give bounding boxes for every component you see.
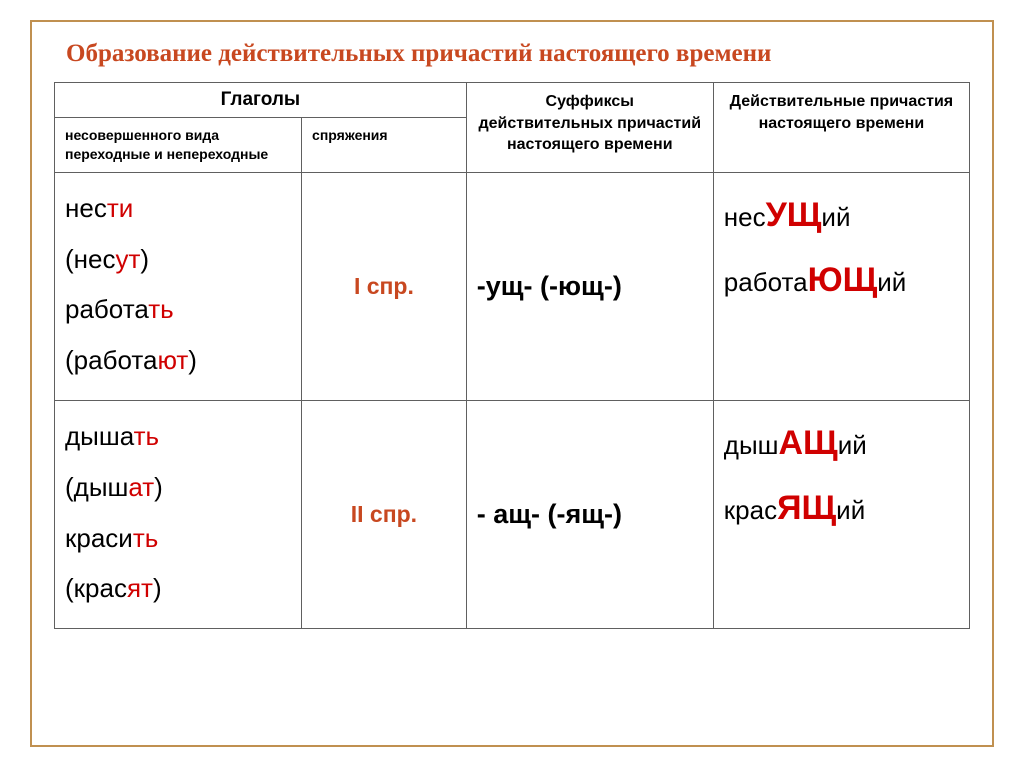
participles-cell: несУЩий работаЮЩий (713, 172, 969, 400)
verb-paren: (работа (65, 345, 157, 375)
verb-word: нести (65, 185, 291, 232)
participle-ending: ий (838, 430, 867, 460)
verbs-cell: нести (несут) работать (работают) (55, 172, 302, 400)
verb-ending: ат (128, 472, 154, 502)
participle-word: дышАЩий (724, 413, 959, 474)
verb-word: (работают) (65, 337, 291, 384)
table-header-row: Глаголы Суффиксы действительных причасти… (55, 83, 970, 118)
document-frame: Образование действительных причастий нас… (30, 20, 994, 747)
verb-stem: краси (65, 523, 133, 553)
participle-word: работаЮЩий (724, 250, 959, 311)
verb-word: (красят) (65, 565, 291, 612)
subheader-verb-aspect: несовершенного вида переходные и неперех… (55, 118, 302, 173)
verbs-cell: дышать (дышат) красить (красят) (55, 400, 302, 628)
header-participles: Действительные причастия настоящего врем… (713, 83, 969, 173)
verb-ending: ть (134, 421, 159, 451)
header-suffixes: Суффиксы действительных причастий настоя… (466, 83, 713, 173)
verb-stem: дыша (65, 421, 134, 451)
grammar-table: Глаголы Суффиксы действительных причасти… (54, 82, 970, 629)
verb-paren: ) (153, 573, 162, 603)
verb-ending: ти (107, 193, 133, 223)
verb-paren: ) (188, 345, 197, 375)
participle-suffix: ЮЩ (808, 261, 878, 299)
verb-stem: нес (65, 193, 107, 223)
verb-ending: ть (148, 294, 173, 324)
participle-stem: нес (724, 202, 766, 232)
subheader-conjugation: спряжения (302, 118, 467, 173)
verb-paren: (крас (65, 573, 127, 603)
verb-stem: работа (65, 294, 148, 324)
verb-paren: ) (154, 472, 163, 502)
participle-ending: ий (836, 495, 865, 525)
verb-word: (несут) (65, 236, 291, 283)
verb-word: красить (65, 515, 291, 562)
verb-paren: (дыш (65, 472, 128, 502)
participle-suffix: ЯЩ (777, 489, 836, 527)
table-row: дышать (дышат) красить (красят) II спр. … (55, 400, 970, 628)
conjugation-cell: II спр. (302, 400, 467, 628)
participle-suffix: АЩ (779, 424, 838, 462)
participle-ending: ий (821, 202, 850, 232)
participle-ending: ий (877, 267, 906, 297)
verb-paren: ) (140, 244, 149, 274)
suffix-cell: -ущ- (-ющ-) (466, 172, 713, 400)
verb-ending: ть (133, 523, 158, 553)
header-verbs: Глаголы (55, 83, 467, 118)
page-title: Образование действительных причастий нас… (54, 40, 970, 68)
suffix-cell: - ащ- (-ящ-) (466, 400, 713, 628)
verb-ending: ут (115, 244, 140, 274)
table-row: нести (несут) работать (работают) I спр.… (55, 172, 970, 400)
participle-word: несУЩий (724, 185, 959, 246)
verb-ending: ют (157, 345, 188, 375)
participle-stem: работа (724, 267, 808, 297)
verb-word: (дышат) (65, 464, 291, 511)
verb-ending: ят (127, 573, 153, 603)
verb-word: дышать (65, 413, 291, 460)
participles-cell: дышАЩий красЯЩий (713, 400, 969, 628)
verb-word: работать (65, 286, 291, 333)
participle-stem: дыш (724, 430, 779, 460)
conjugation-cell: I спр. (302, 172, 467, 400)
participle-word: красЯЩий (724, 478, 959, 539)
verb-paren: (нес (65, 244, 115, 274)
participle-suffix: УЩ (766, 196, 822, 234)
participle-stem: крас (724, 495, 777, 525)
